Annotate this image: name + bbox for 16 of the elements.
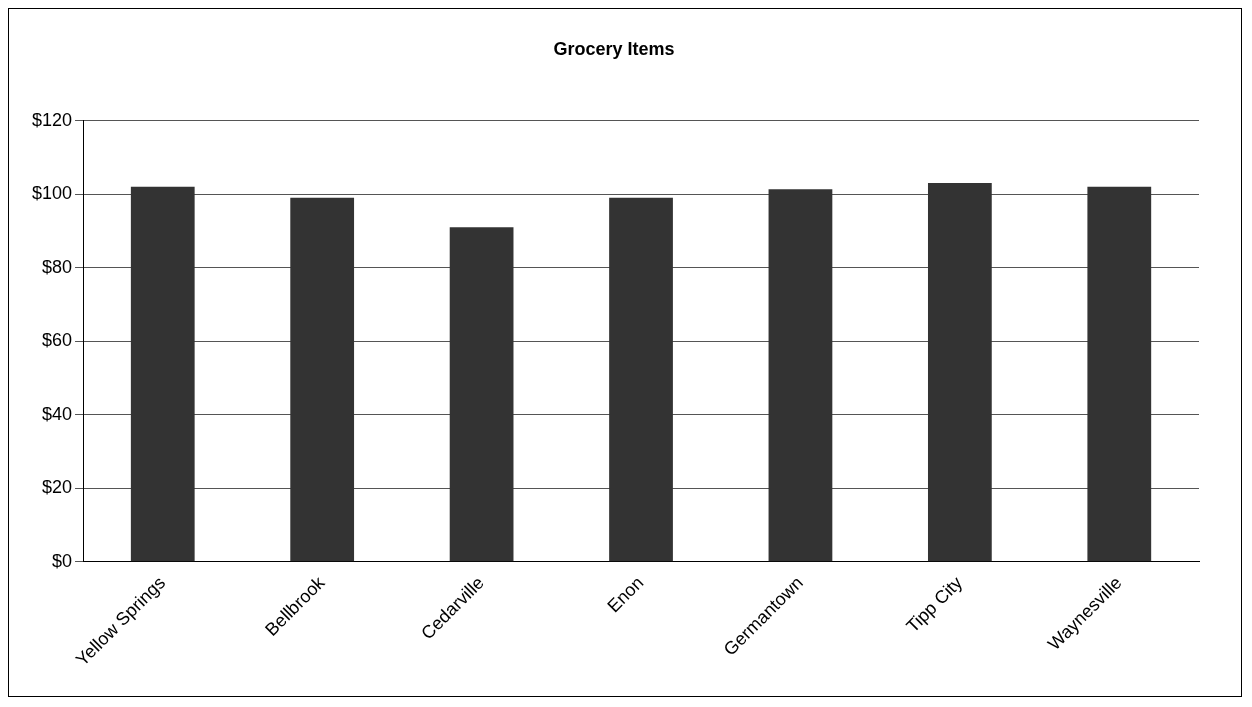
bar bbox=[768, 189, 833, 562]
y-tick-label: $40 bbox=[42, 403, 73, 424]
bar bbox=[290, 197, 355, 562]
bar bbox=[130, 186, 195, 562]
chart-title: Grocery Items bbox=[553, 38, 675, 59]
y-tick-label: $0 bbox=[52, 550, 73, 571]
y-tick-label: $20 bbox=[42, 477, 73, 498]
bar bbox=[609, 197, 673, 562]
y-tick-label: $80 bbox=[42, 256, 73, 277]
y-tick-label: $120 bbox=[32, 109, 73, 130]
bar bbox=[927, 183, 992, 562]
y-tick-label: $60 bbox=[42, 330, 73, 351]
bar bbox=[1087, 186, 1152, 562]
y-tick-label: $100 bbox=[32, 183, 73, 204]
bar bbox=[449, 227, 514, 562]
x-tick-label: Tipp City bbox=[902, 572, 967, 637]
